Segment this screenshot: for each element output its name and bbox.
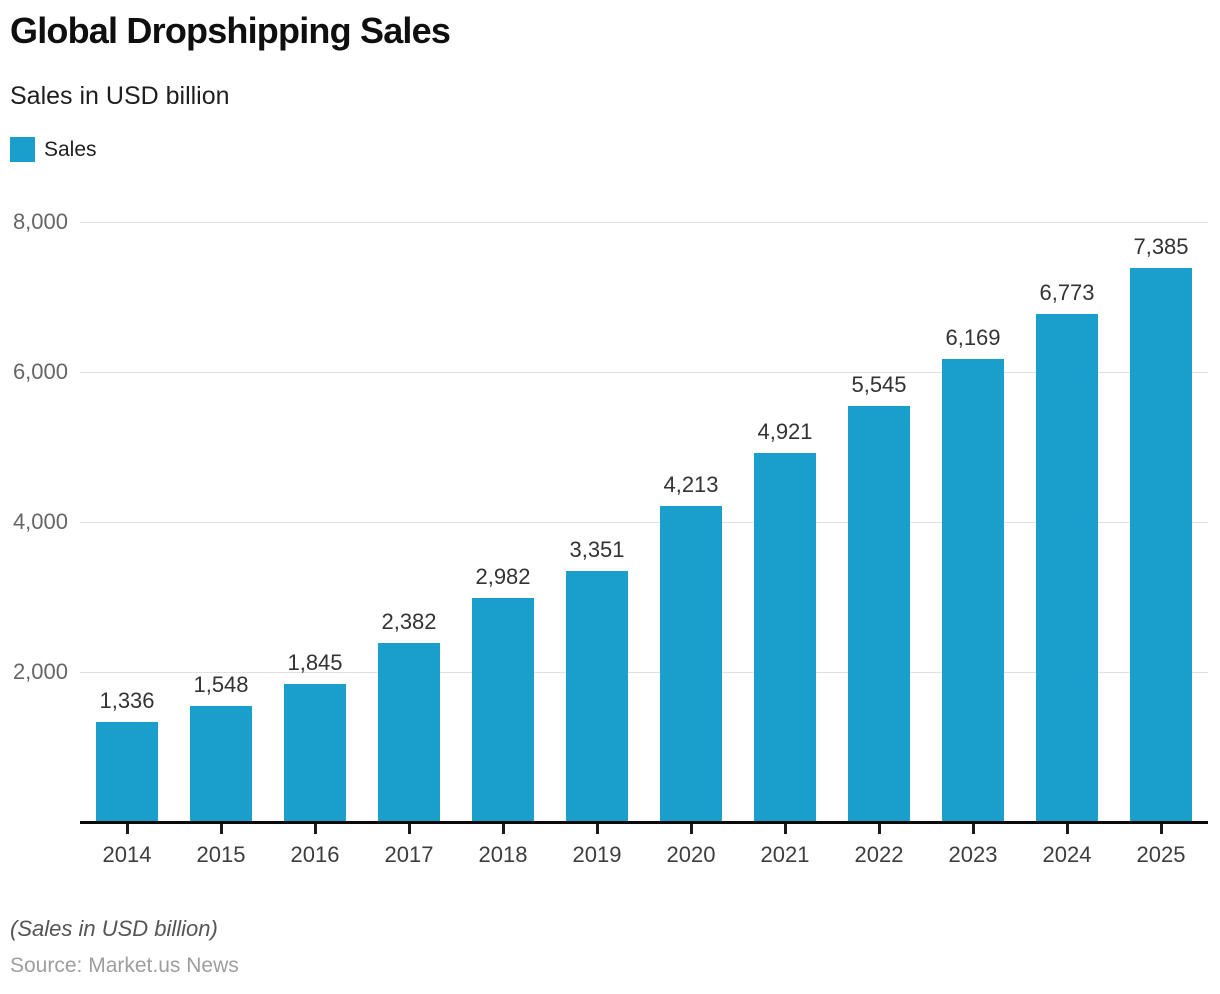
bar-value-label: 1,845 xyxy=(287,649,343,675)
bar-value-label: 4,213 xyxy=(663,472,719,498)
x-axis-tick xyxy=(407,824,411,834)
axis-units-note: (Sales in USD billion) xyxy=(10,916,218,941)
bar[interactable] xyxy=(566,570,628,822)
bar-value-label: 6,169 xyxy=(945,325,1001,351)
y-axis-tick-label: 6,000 xyxy=(12,359,68,384)
source-credit: Source: Market.us News xyxy=(10,954,239,977)
plot-area: 1,336 2014 1,548 2015 1,845 2016 2,382 2017 2,98… xyxy=(80,221,1208,867)
legend-item-sales[interactable]: Sales xyxy=(10,137,97,162)
legend-swatch-icon xyxy=(10,137,35,162)
bar[interactable] xyxy=(660,506,722,822)
x-axis-tick-label: 2022 xyxy=(854,842,904,867)
bar[interactable] xyxy=(848,406,910,822)
x-axis-tick xyxy=(877,824,881,834)
x-axis-tick xyxy=(689,824,693,834)
y-axis-tick-label: 8,000 xyxy=(12,209,68,234)
x-axis-line xyxy=(80,821,1208,824)
bar-value-label: 6,773 xyxy=(1039,280,1095,306)
x-axis-tick-label: 2021 xyxy=(760,842,810,867)
x-axis-tick xyxy=(595,824,599,834)
x-axis-tick xyxy=(313,824,317,834)
x-axis-tick-label: 2025 xyxy=(1136,842,1186,867)
x-axis-tick-label: 2014 xyxy=(102,842,152,867)
bar[interactable] xyxy=(1130,268,1192,822)
legend: Sales xyxy=(10,137,97,162)
x-axis-tick-label: 2020 xyxy=(666,842,716,867)
chart-subtitle: Sales in USD billion xyxy=(10,82,230,110)
gridline xyxy=(80,671,1208,673)
bar-value-label: 3,351 xyxy=(569,536,625,562)
x-axis-tick xyxy=(971,824,975,834)
bar[interactable] xyxy=(472,598,534,822)
bar[interactable] xyxy=(190,705,252,822)
x-axis-tick-label: 2015 xyxy=(196,842,246,867)
bar[interactable] xyxy=(284,683,346,822)
x-axis-tick xyxy=(1065,824,1069,834)
x-axis-tick xyxy=(783,824,787,834)
gridline xyxy=(80,521,1208,523)
y-axis-tick-label: 4,000 xyxy=(12,509,68,534)
gridline xyxy=(80,221,1208,223)
x-axis-tick-label: 2018 xyxy=(478,842,528,867)
x-axis-tick-label: 2017 xyxy=(384,842,434,867)
bar-value-label: 5,545 xyxy=(851,372,907,398)
y-axis: 2,000 4,000 6,000 8,000 xyxy=(0,210,68,822)
x-axis-tick xyxy=(219,824,223,834)
legend-label: Sales xyxy=(44,137,97,161)
bar[interactable] xyxy=(378,643,440,822)
bar-value-label: 7,385 xyxy=(1133,234,1189,260)
bar[interactable] xyxy=(1036,314,1098,822)
y-axis-tick-label: 2,000 xyxy=(12,659,68,684)
x-axis-tick xyxy=(501,824,505,834)
bar-value-label: 1,336 xyxy=(99,687,155,713)
bar[interactable] xyxy=(96,721,158,822)
bar[interactable] xyxy=(754,452,816,822)
x-axis-tick-label: 2016 xyxy=(290,842,340,867)
x-axis-tick-label: 2024 xyxy=(1042,842,1092,867)
gridline xyxy=(80,371,1208,373)
x-axis-tick-label: 2019 xyxy=(572,842,622,867)
bar-value-label: 2,982 xyxy=(475,564,531,590)
x-axis-tick xyxy=(125,824,129,834)
x-axis-tick xyxy=(1159,824,1163,834)
bar-value-label: 2,382 xyxy=(381,609,437,635)
x-axis-tick-label: 2023 xyxy=(948,842,998,867)
bar-value-label: 4,921 xyxy=(757,418,813,444)
bar[interactable] xyxy=(942,359,1004,822)
bar-value-label: 1,548 xyxy=(193,671,249,697)
chart-title: Global Dropshipping Sales xyxy=(10,10,451,51)
